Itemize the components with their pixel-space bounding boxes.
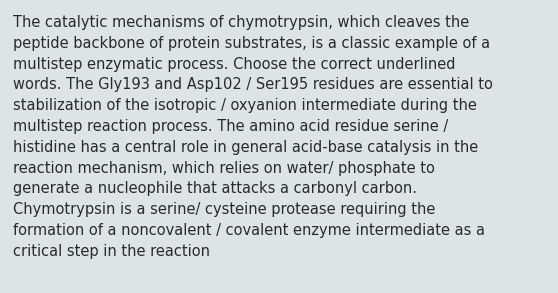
Text: critical step in the reaction: critical step in the reaction (13, 244, 210, 259)
Text: multistep enzymatic process. Choose the correct underlined: multistep enzymatic process. Choose the … (13, 57, 455, 71)
Text: generate a nucleophile that attacks a carbonyl carbon.: generate a nucleophile that attacks a ca… (13, 181, 417, 196)
Text: Chymotrypsin is a serine/ cysteine protease requiring the: Chymotrypsin is a serine/ cysteine prote… (13, 202, 435, 217)
Text: words. The Gly193 and Asp102 / Ser195 residues are essential to: words. The Gly193 and Asp102 / Ser195 re… (13, 77, 493, 92)
Text: The catalytic mechanisms of chymotrypsin, which cleaves the: The catalytic mechanisms of chymotrypsin… (13, 15, 469, 30)
Text: peptide backbone of protein substrates, is a classic example of a: peptide backbone of protein substrates, … (13, 36, 490, 51)
Text: multistep reaction process. The amino acid residue serine /: multistep reaction process. The amino ac… (13, 119, 448, 134)
Text: histidine has a central role in general acid-base catalysis in the: histidine has a central role in general … (13, 140, 478, 155)
Text: formation of a noncovalent / covalent enzyme intermediate as a: formation of a noncovalent / covalent en… (13, 223, 485, 238)
Text: reaction mechanism, which relies on water/ phosphate to: reaction mechanism, which relies on wate… (13, 161, 435, 176)
Text: stabilization of the isotropic / oxyanion intermediate during the: stabilization of the isotropic / oxyanio… (13, 98, 477, 113)
